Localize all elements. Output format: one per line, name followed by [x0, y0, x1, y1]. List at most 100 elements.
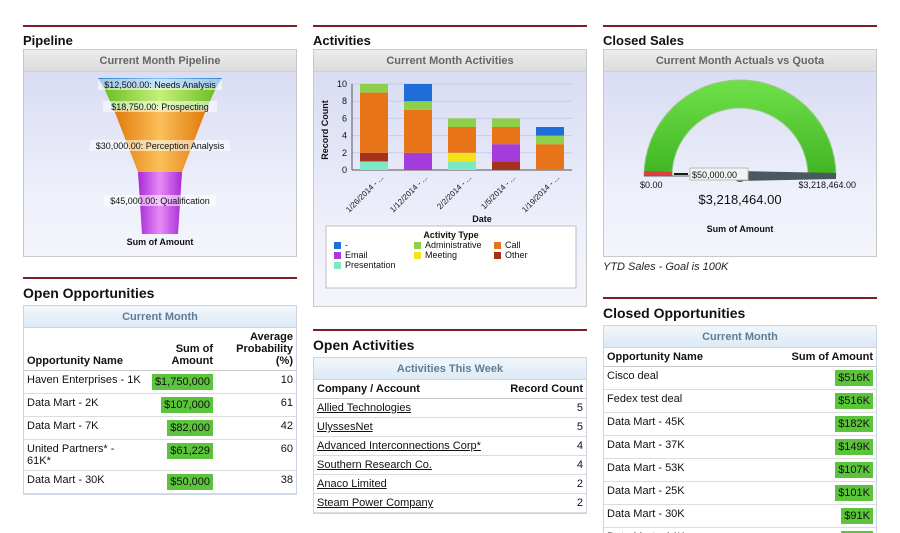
- amount-cell: $107,000: [144, 393, 216, 417]
- record-count-value: 2: [499, 493, 586, 513]
- bar-segment: [448, 152, 476, 162]
- table-row[interactable]: Advanced Interconnections Corp* 4: [314, 436, 586, 456]
- col-record-count[interactable]: Record Count: [499, 380, 586, 399]
- pipeline-chart[interactable]: Current Month Pipeline $12,500.00: Needs…: [23, 49, 297, 257]
- legend-entry: Call: [505, 240, 521, 250]
- x-axis-label: Date: [472, 214, 492, 224]
- account-link[interactable]: Allied Technologies: [317, 402, 411, 414]
- closed-sales-chart[interactable]: Current Month Actuals vs Quota $50,000.0…: [603, 49, 877, 257]
- funnel-label-prospecting: $18,750.00: Prospecting: [111, 102, 209, 112]
- bar-segment: [404, 84, 432, 102]
- table-row[interactable]: Data Mart - 45K $182K: [604, 412, 876, 436]
- record-count-value: 2: [499, 474, 586, 494]
- open-opportunities-heading: Open Opportunities: [23, 277, 297, 305]
- y-tick-label: 2: [342, 148, 347, 158]
- opportunity-name[interactable]: Data Mart - 7K: [24, 416, 144, 440]
- pipeline-heading: Pipeline: [23, 25, 297, 49]
- bar-segment: [360, 92, 388, 153]
- table-row[interactable]: Data Mart - 2K $107,000 61: [24, 393, 296, 417]
- amount-value: $1,750,000: [151, 374, 213, 390]
- column-right: Closed Sales Current Month Actuals vs Qu…: [603, 25, 877, 533]
- opportunity-name[interactable]: Data Mart - 37K: [604, 435, 751, 459]
- probability-value: 38: [216, 470, 296, 494]
- opportunity-name[interactable]: Data Mart - 2K: [24, 393, 144, 417]
- amount-cell: $149K: [750, 435, 876, 459]
- legend-title: Activity Type: [423, 230, 478, 240]
- legend-swatch: [494, 242, 501, 249]
- open-opportunities-table: Current Month Opportunity Name Sum of Am…: [23, 305, 297, 495]
- amount-cell: $1,750,000: [144, 370, 216, 394]
- closed-sales-footnote: YTD Sales - Goal is 100K: [603, 261, 729, 273]
- account-link[interactable]: Advanced Interconnections Corp*: [317, 440, 481, 452]
- opportunity-name[interactable]: Data Mart - 30K: [24, 470, 144, 494]
- opportunity-name[interactable]: Data Mart - 25K: [604, 481, 751, 505]
- open-activities-heading: Open Activities: [313, 329, 587, 357]
- bar-segment: [404, 101, 432, 110]
- amount-cell: $182K: [750, 412, 876, 436]
- amount-value: $50,000: [167, 474, 213, 490]
- closed-opps-header-row: Opportunity Name Sum of Amount: [604, 348, 876, 367]
- y-tick-label: 6: [342, 113, 347, 123]
- gauge-value-label: $3,218,464.00: [698, 192, 781, 207]
- account-link[interactable]: Steam Power Company: [317, 497, 434, 509]
- table-row[interactable]: Fedex test deal $516K: [604, 389, 876, 413]
- account-link[interactable]: Southern Research Co.: [317, 459, 432, 471]
- column-left: Pipeline Current Month Pipeline $12,500.…: [23, 25, 297, 495]
- record-count-value: 5: [499, 398, 586, 418]
- col-opportunity-name[interactable]: Opportunity Name: [24, 328, 144, 371]
- amount-value: $91K: [841, 508, 873, 524]
- closed-opportunities-caption: Current Month: [604, 326, 876, 348]
- activities-chart[interactable]: Current Month Activities 0 2 4 6 8 10 Record C…: [313, 49, 587, 307]
- opportunity-name[interactable]: Data Mart - 30K: [604, 504, 751, 528]
- table-row[interactable]: Data Mart - 14K $82K: [604, 527, 876, 533]
- legend-swatch: [334, 252, 341, 259]
- account-link[interactable]: UlyssesNet: [317, 421, 373, 433]
- bar-segment: [404, 152, 432, 170]
- opportunity-name[interactable]: Data Mart - 45K: [604, 412, 751, 436]
- account-link[interactable]: Anaco Limited: [317, 478, 387, 490]
- table-row[interactable]: Haven Enterprises - 1K $1,750,000 10: [24, 370, 296, 394]
- closed-sales-heading: Closed Sales: [603, 25, 877, 49]
- table-row[interactable]: Data Mart - 25K $101K: [604, 481, 876, 505]
- col-company-account[interactable]: Company / Account: [314, 380, 500, 399]
- table-row[interactable]: Data Mart - 53K $107K: [604, 458, 876, 482]
- open-opportunities-caption: Current Month: [24, 306, 296, 328]
- col-closed-sum-of-amount[interactable]: Sum of Amount: [750, 348, 876, 367]
- col-sum-of-amount[interactable]: Sum of Amount: [144, 328, 216, 371]
- closed-opportunities-table: Current Month Opportunity Name Sum of Am…: [603, 325, 877, 533]
- table-row[interactable]: United Partners* - 61K* $61,229 60: [24, 439, 296, 471]
- col-average-probability[interactable]: Average Probability (%): [216, 328, 296, 371]
- pipeline-xlabel: Sum of Amount: [127, 237, 194, 247]
- table-row[interactable]: Data Mart - 7K $82,000 42: [24, 416, 296, 440]
- y-tick-label: 10: [337, 79, 347, 89]
- probability-value: 10: [216, 370, 296, 394]
- amount-value: $61,229: [167, 443, 213, 459]
- opportunity-name[interactable]: Haven Enterprises - 1K: [24, 370, 144, 394]
- table-row[interactable]: Southern Research Co. 4: [314, 455, 586, 475]
- funnel-label-perception: $30,000.00: Perception Analysis: [96, 141, 225, 151]
- open-activities-table: Activities This Week Company / Account R…: [313, 357, 587, 514]
- funnel-label-qualification: $45,000.00: Qualification: [110, 196, 210, 206]
- opportunity-name[interactable]: United Partners* - 61K*: [24, 439, 144, 471]
- table-row[interactable]: Allied Technologies 5: [314, 398, 586, 418]
- opportunity-name[interactable]: Data Mart - 14K: [604, 527, 751, 533]
- opportunity-name[interactable]: Fedex test deal: [604, 389, 751, 413]
- table-row[interactable]: Steam Power Company 2: [314, 493, 586, 513]
- table-row[interactable]: Data Mart - 30K $91K: [604, 504, 876, 528]
- col-closed-opportunity-name[interactable]: Opportunity Name: [604, 348, 751, 367]
- table-row[interactable]: Data Mart - 37K $149K: [604, 435, 876, 459]
- gauge-max-label: $3,218,464.00: [798, 180, 856, 190]
- amount-cell: $516K: [750, 389, 876, 413]
- y-tick-label: 0: [342, 165, 347, 175]
- amount-value: $82,000: [167, 420, 213, 436]
- table-row[interactable]: UlyssesNet 5: [314, 417, 586, 437]
- table-row[interactable]: Data Mart - 30K $50,000 38: [24, 470, 296, 494]
- opportunity-name[interactable]: Data Mart - 53K: [604, 458, 751, 482]
- closed-sales-gauge: $50,000.00 $0.00 $3,218,464.00 $3,218,46…: [640, 79, 856, 234]
- amount-cell: $61,229: [144, 439, 216, 471]
- table-row[interactable]: Anaco Limited 2: [314, 474, 586, 494]
- legend-entry: Presentation: [345, 260, 396, 270]
- opportunity-name[interactable]: Cisco deal: [604, 366, 751, 390]
- table-row[interactable]: Cisco deal $516K: [604, 366, 876, 390]
- amount-value: $107,000: [161, 397, 213, 413]
